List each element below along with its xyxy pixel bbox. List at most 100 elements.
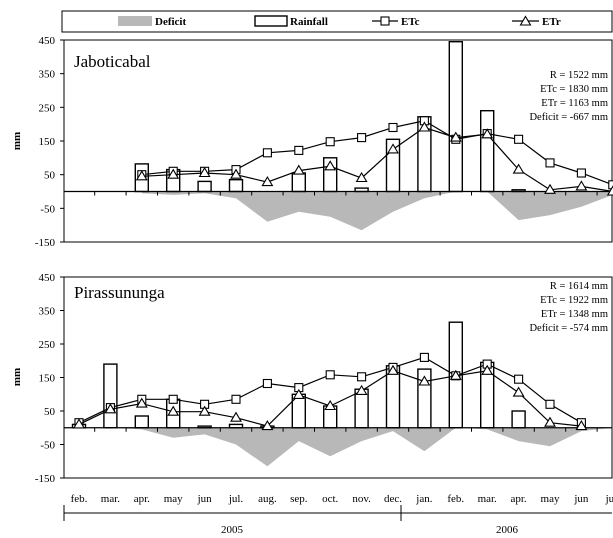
etr-point: [387, 364, 399, 375]
etc-point: [545, 399, 555, 409]
rainfall-bar: [511, 410, 526, 429]
legend-deficit-label: Deficit: [155, 16, 186, 28]
x-tick-label: nov.: [352, 493, 371, 505]
etr-point: [135, 397, 148, 408]
etr-point: [544, 416, 556, 427]
etr-line-layer: [73, 364, 588, 431]
etc-point: [294, 145, 304, 155]
x-tick-label: jul.: [605, 493, 613, 505]
etc-point: [514, 374, 524, 384]
y-tick-label: -50: [40, 440, 55, 452]
etr-point: [387, 143, 399, 154]
etr-point: [261, 420, 274, 431]
etr-point: [135, 170, 148, 181]
legend-rainfall-swatch: [254, 15, 288, 27]
x-tick-label: apr.: [510, 493, 526, 505]
stat-etr: ETr = 1348 mm: [541, 309, 608, 320]
zero-baseline-layer: [64, 190, 612, 196]
y-tick-label: -150: [35, 473, 56, 485]
etc-point: [357, 133, 367, 143]
etr-point: [324, 399, 337, 411]
etc-point: [545, 158, 555, 168]
x-tick-label: may: [164, 493, 183, 505]
deficit-area: [79, 427, 613, 467]
legend-deficit-swatch: [118, 16, 152, 26]
etc-line-layer: [137, 116, 613, 190]
legend: Deficit Rainfall ETc ETr: [61, 10, 613, 33]
etc-point: [419, 352, 429, 362]
etr-point: [575, 420, 588, 431]
legend-etr-marker: [519, 15, 532, 26]
rainfall-bar: [134, 415, 150, 429]
etc-point: [262, 148, 272, 158]
etr-point: [230, 411, 242, 422]
x-tick-label: sep.: [290, 493, 308, 505]
etc-point: [262, 378, 272, 389]
x-tick-label: feb.: [447, 493, 464, 505]
etc-point: [325, 137, 335, 147]
etc-point: [388, 122, 398, 133]
x-tick-label: feb.: [71, 493, 88, 505]
year-label-2005: 2005: [221, 524, 244, 536]
x-tick-label: mar.: [101, 493, 120, 505]
site-title: Jaboticabal: [74, 52, 151, 71]
etr-point: [481, 128, 494, 139]
panel-jaboticabal: 450 350 250 150 50 -50 -150 mm Jaboticabal R =…: [11, 35, 613, 249]
x-tick-label: apr.: [134, 493, 150, 505]
y-tick-label: 450: [39, 272, 56, 284]
rainfall-bar: [480, 109, 495, 193]
legend-etc-label: ETc: [401, 16, 420, 28]
y-tick-label: -50: [40, 203, 55, 215]
stat-deficit: Deficit = -667 mm: [529, 112, 608, 123]
rainfall-bar: [291, 172, 306, 193]
etr-point: [418, 121, 431, 132]
x-tick-label: jul.: [228, 493, 244, 505]
y-tick-label: 150: [39, 136, 56, 148]
rainfall-bar: [385, 365, 401, 429]
etr-point: [449, 131, 462, 142]
etr-point: [512, 386, 525, 397]
y-axis-ticks: 450 350 250 150 50 -50 -150: [35, 35, 64, 249]
rainfall-bar: [228, 178, 244, 193]
y-axis-label: mm: [11, 368, 23, 386]
deficit-area: [141, 191, 613, 231]
legend-rainfall-label: Rainfall: [290, 16, 328, 28]
etc-point: [514, 134, 524, 144]
etr-point: [104, 403, 117, 414]
etr-point: [167, 168, 180, 179]
stat-rainfall: R = 1522 mm: [550, 70, 608, 81]
stat-etr: ETr = 1163 mm: [541, 98, 608, 109]
etr-point: [544, 183, 556, 194]
x-tick-label: mar.: [478, 493, 497, 505]
x-tick-label: dec.: [384, 493, 402, 505]
legend-box: [61, 10, 613, 33]
etr-point: [575, 180, 588, 191]
stat-etc: ETc = 1830 mm: [540, 84, 608, 95]
etr-point: [355, 384, 368, 395]
year-label-2006: 2006: [496, 524, 519, 536]
etr-point: [198, 166, 211, 178]
y-axis-ticks: 450 350 250 150 50 -50 -150: [35, 272, 64, 485]
site-title: Pirassununga: [74, 283, 165, 302]
year-axis: 2005 2006: [63, 505, 612, 536]
x-tick-label: jun: [197, 493, 213, 505]
zero-baseline-layer: [64, 427, 612, 432]
etr-line-layer: [135, 121, 613, 196]
rainfall-bar: [448, 41, 463, 193]
stat-etc: ETc = 1922 mm: [540, 295, 608, 306]
y-tick-label: 250: [39, 102, 56, 114]
rainfall-bar: [103, 363, 118, 429]
etr-point: [512, 163, 525, 174]
x-tick-label: jun: [573, 493, 589, 505]
etr-point: [230, 168, 242, 179]
deficit-area-layer: [141, 191, 613, 231]
rainfall-bar: [354, 388, 369, 429]
etr-point: [292, 164, 305, 175]
etr-point: [449, 369, 462, 380]
etc-point: [576, 168, 586, 178]
x-axis-labels: feb. mar. apr. may jun jul. aug. sep. oct. nov. de…: [71, 493, 613, 505]
x-tick-label: oct.: [322, 493, 338, 505]
etr-point: [167, 405, 180, 416]
y-tick-label: 50: [44, 170, 56, 182]
y-tick-label: 150: [39, 373, 56, 385]
